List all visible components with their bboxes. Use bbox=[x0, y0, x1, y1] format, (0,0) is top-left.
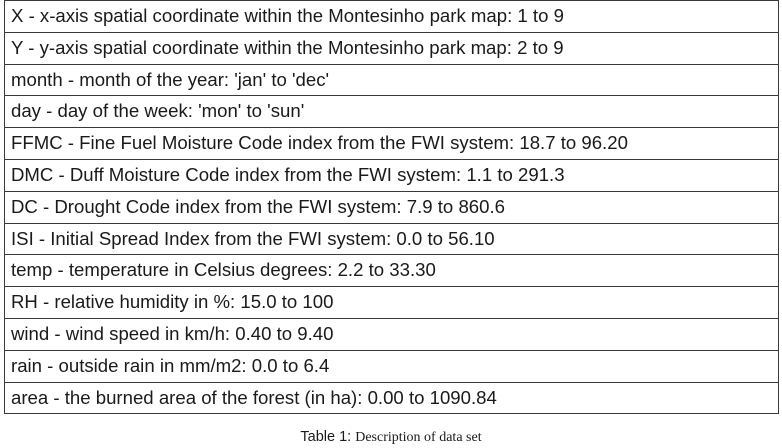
table-row: day - day of the week: 'mon' to 'sun' bbox=[4, 96, 779, 129]
table-row: X - x-axis spatial coordinate within the… bbox=[4, 1, 779, 33]
row-text-rh: RH - relative humidity in %: 15.0 to 100 bbox=[11, 291, 334, 313]
table-row: Y - y-axis spatial coordinate within the… bbox=[4, 32, 779, 65]
row-text-rain: rain - outside rain in mm/m2: 0.0 to 6.4 bbox=[11, 354, 330, 376]
table-row: DMC - Duff Moisture Code index from the … bbox=[4, 159, 779, 192]
row-text-wind: wind - wind speed in km/h: 0.40 to 9.40 bbox=[11, 323, 334, 345]
caption-text: Description of data set bbox=[355, 430, 482, 445]
table-row: RH - relative humidity in %: 15.0 to 100 bbox=[4, 287, 779, 319]
table-caption: Table 1: Description of data set bbox=[0, 428, 782, 446]
row-text-dmc: DMC - Duff Moisture Code index from the … bbox=[11, 164, 565, 186]
row-text-month: month - month of the year: 'jan' to 'dec… bbox=[11, 68, 330, 90]
row-text-ffmc: FFMC - Fine Fuel Moisture Code index fro… bbox=[11, 132, 628, 154]
caption-label: Table 1: bbox=[300, 429, 356, 445]
table-row: month - month of the year: 'jan' to 'dec… bbox=[4, 64, 779, 97]
table-row: temp - temperature in Celsius degrees: 2… bbox=[4, 255, 779, 288]
table-row: rain - outside rain in mm/m2: 0.0 to 6.4 bbox=[4, 350, 779, 383]
row-text-area: area - the burned area of the forest (in… bbox=[11, 386, 497, 408]
table-row: area - the burned area of the forest (in… bbox=[4, 382, 779, 415]
table-row: FFMC - Fine Fuel Moisture Code index fro… bbox=[4, 128, 779, 160]
row-text-temp: temp - temperature in Celsius degrees: 2… bbox=[11, 259, 436, 281]
row-text-x: X - x-axis spatial coordinate within the… bbox=[11, 5, 564, 27]
table-row: wind - wind speed in km/h: 0.40 to 9.40 bbox=[4, 318, 779, 351]
row-text-isi: ISI - Initial Spread Index from the FWI … bbox=[11, 227, 495, 249]
table-row: ISI - Initial Spread Index from the FWI … bbox=[4, 223, 779, 256]
row-text-y: Y - y-axis spatial coordinate within the… bbox=[11, 36, 564, 58]
table-row: DC - Drought Code index from the FWI sys… bbox=[4, 191, 779, 224]
row-text-day: day - day of the week: 'mon' to 'sun' bbox=[11, 100, 305, 122]
data-set-description-table: X - x-axis spatial coordinate within the… bbox=[4, 0, 779, 415]
row-text-dc: DC - Drought Code index from the FWI sys… bbox=[11, 195, 505, 217]
